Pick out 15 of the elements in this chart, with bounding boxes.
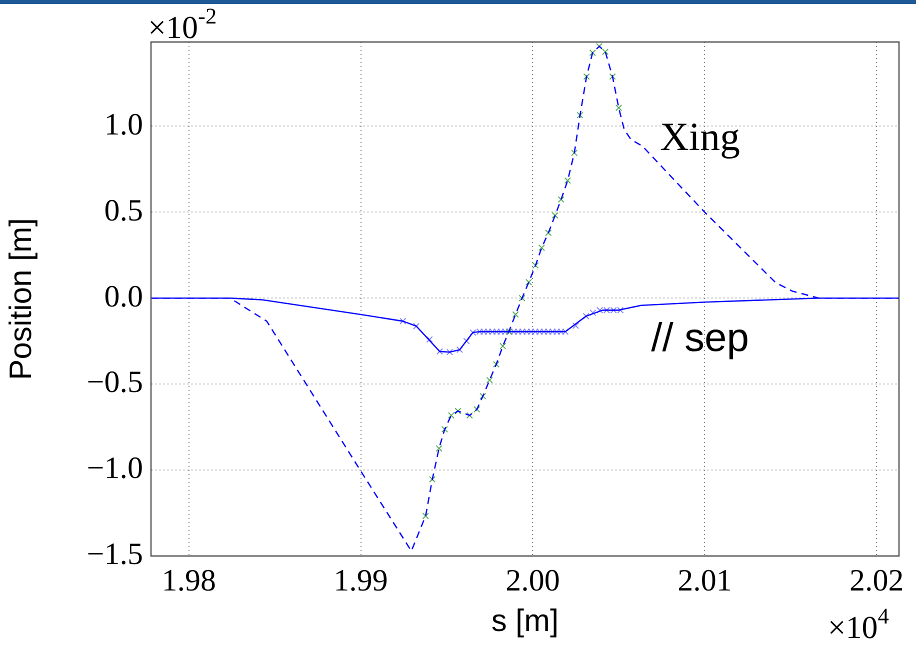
annotation: Xing xyxy=(660,114,740,160)
y-tick-label: −1.5 xyxy=(86,536,143,572)
x-tick-label: 1.99 xyxy=(334,562,388,598)
x-tick-label: 2.01 xyxy=(678,562,732,598)
x-tick-label: 2.00 xyxy=(506,562,560,598)
y-tick-label: 0.5 xyxy=(104,192,143,228)
y-axis-title: Position [m] xyxy=(3,218,38,380)
y-tick-label: −1.0 xyxy=(86,450,143,486)
x-tick-label: 1.98 xyxy=(162,562,216,598)
x-tick-label: 2.02 xyxy=(850,562,904,598)
annotation: // sep xyxy=(651,316,749,360)
x-axis-title: s [m] xyxy=(491,602,559,638)
y-tick-label: 1.0 xyxy=(104,106,143,142)
y-tick-label: 0.0 xyxy=(104,278,143,314)
y-tick-label: −0.5 xyxy=(86,364,143,400)
